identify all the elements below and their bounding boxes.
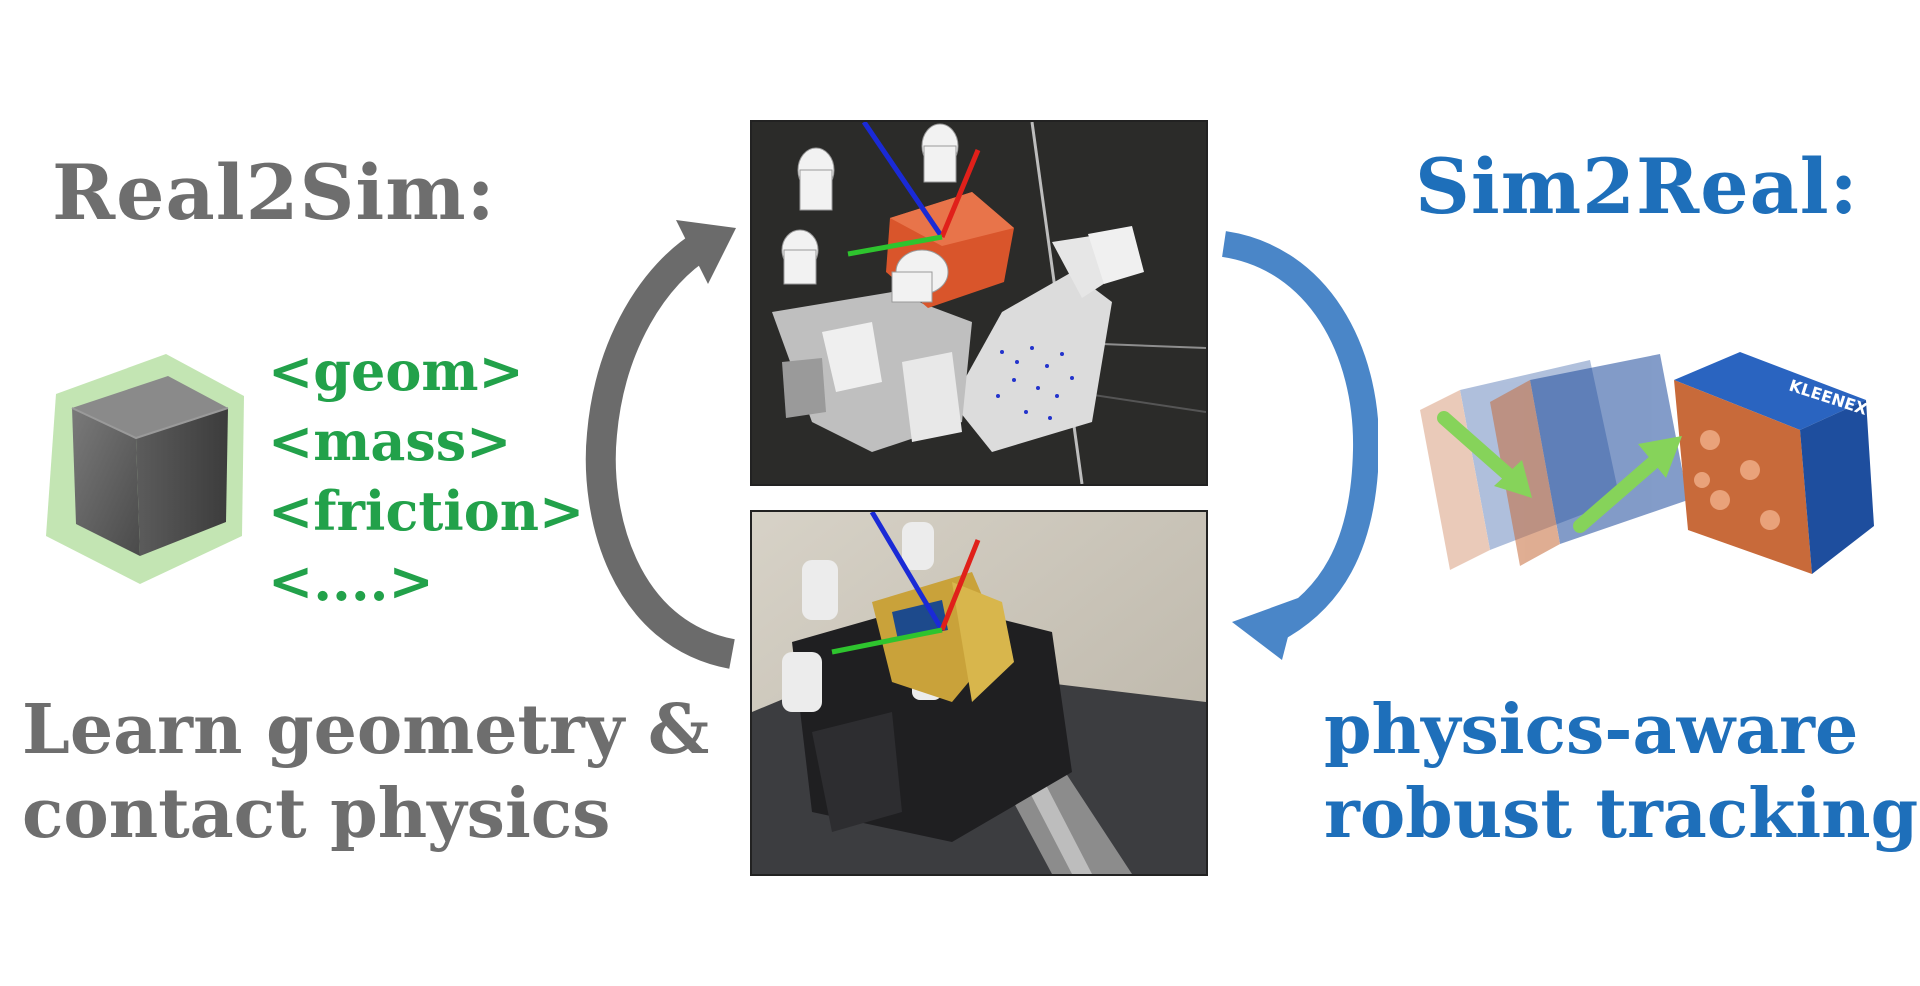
tracked-tissue-box-image: KLEENEX <box>1420 330 1880 630</box>
tag-friction: <friction> <box>268 479 585 543</box>
mesh-cube-icon <box>36 346 256 596</box>
real2sim-cycle-arrow <box>584 214 744 674</box>
tag-more: <....> <box>268 549 434 613</box>
physics-parameter-tags: <geom> <mass> <friction> <....> <box>268 336 608 616</box>
sim2real-cycle-arrow <box>1218 230 1380 670</box>
sim2real-caption-line-2: robust tracking <box>1324 774 1919 854</box>
tag-geom: <geom> <box>268 339 524 403</box>
sim2real-caption-line-1: physics-aware <box>1324 690 1859 770</box>
real2sim-caption-line-1: Learn geometry & <box>22 690 710 770</box>
real2sim-caption-line-2: contact physics <box>22 774 611 854</box>
sim2real-title: Sim2Real: <box>1415 142 1859 231</box>
real2sim-title: Real2Sim: <box>52 148 496 237</box>
real2sim-caption: Learn geometry & contact physics <box>22 688 709 856</box>
tag-mass: <mass> <box>268 409 512 473</box>
real-robot-hand-image <box>750 510 1208 876</box>
simulated-robot-hand-image <box>750 120 1208 486</box>
sim2real-caption: physics-aware robust tracking <box>1324 688 1918 856</box>
